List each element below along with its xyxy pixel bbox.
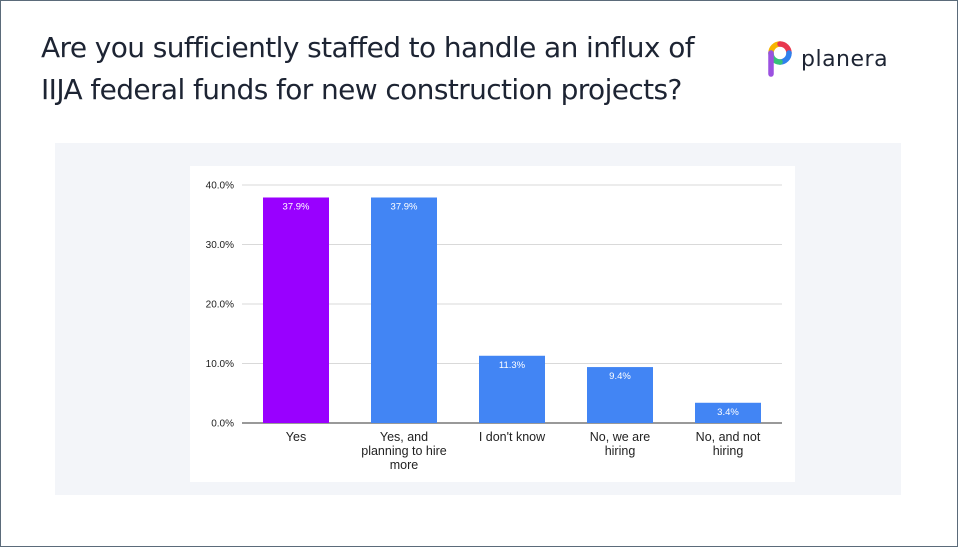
slide-title-line-2: IIJA federal funds for new construction … — [41, 73, 682, 106]
bar — [479, 355, 545, 423]
chart-card: 0.0% 10.0% 20.0% 30.0% 40.0% 37.9% Yes 37.9% Yes… — [190, 166, 795, 482]
y-tick-label: 30.0% — [206, 240, 234, 251]
planera-logo-icon — [768, 41, 792, 77]
x-tick-label: hiring — [605, 444, 636, 458]
data-label: 37.9% — [391, 201, 418, 212]
y-tick-label: 40.0% — [206, 181, 234, 192]
bar-chart: 0.0% 10.0% 20.0% 30.0% 40.0% 37.9% Yes 37.9% Yes… — [206, 181, 782, 472]
y-tick-label: 0.0% — [211, 419, 234, 430]
data-label: 9.4% — [609, 371, 631, 382]
planera-logo: planera — [763, 41, 888, 77]
data-label: 3.4% — [717, 407, 739, 418]
slide-title-line-1: Are you sufficiently staffed to handle a… — [41, 31, 695, 64]
x-tick-label: No, we are — [590, 430, 650, 444]
x-tick-label: more — [390, 458, 419, 472]
bar — [695, 402, 761, 423]
x-tick-label: hiring — [713, 444, 744, 458]
slide-title: Are you sufficiently staffed to handle a… — [41, 27, 731, 111]
bar — [587, 367, 653, 423]
bar — [371, 197, 437, 423]
x-tick-label: planning to hire — [361, 444, 447, 458]
bar — [263, 197, 329, 423]
data-label: 37.9% — [283, 201, 310, 212]
x-tick-label: Yes — [286, 430, 306, 444]
x-tick-label: I don't know — [479, 430, 546, 444]
logo-wordmark: planera — [801, 46, 889, 72]
y-tick-label: 10.0% — [206, 359, 234, 370]
x-tick-label: No, and not — [696, 430, 761, 444]
data-label: 11.3% — [499, 360, 526, 371]
x-tick-label: Yes, and — [380, 430, 428, 444]
y-tick-label: 20.0% — [206, 300, 234, 311]
